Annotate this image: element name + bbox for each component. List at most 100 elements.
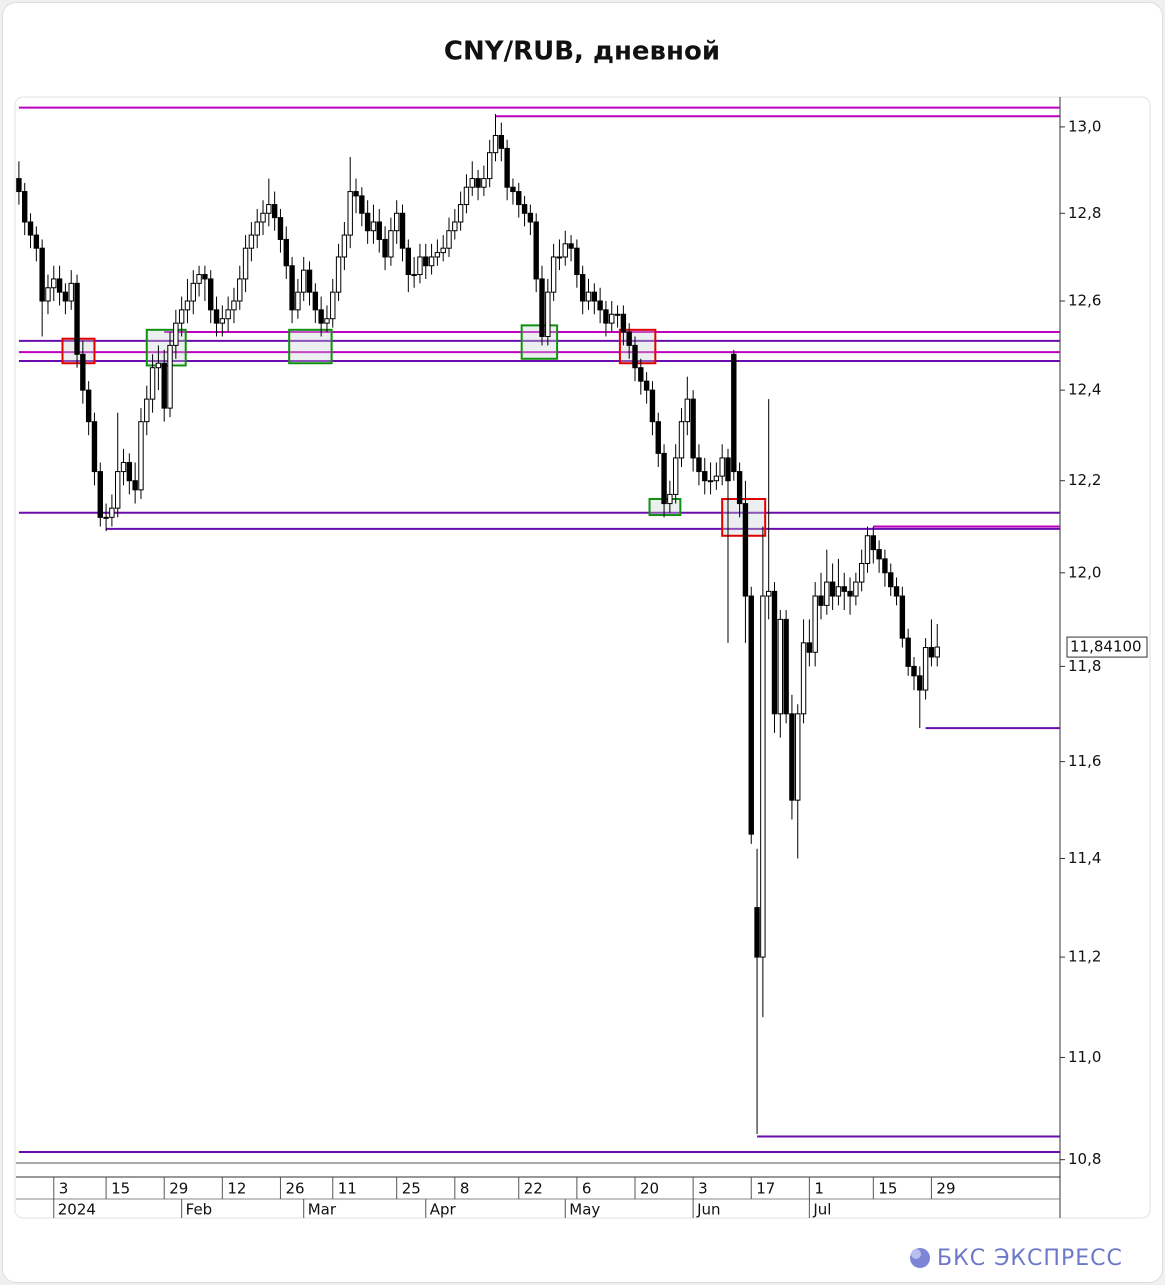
candle-body [219,318,226,324]
candle-body [574,247,580,276]
x-tick-label: 12 [227,1180,246,1198]
last-price-box [1066,636,1148,658]
candle-body [649,389,656,423]
chart-title: CNY/RUB, дневной [444,37,720,67]
candle-body [91,421,98,473]
candle-body [22,191,28,223]
candle-body [736,471,743,505]
candle-body [382,238,388,258]
candle-body [173,322,179,346]
candle-body [283,238,289,267]
candle-body [452,221,458,232]
candle-body [457,204,464,223]
candle-body [696,457,702,473]
y-tick-label: 11,8 [1068,657,1101,675]
month-label: Apr [430,1201,457,1219]
candle-body [161,362,167,409]
candle-body [835,586,842,597]
candle-body [411,274,417,277]
candle-body [306,269,313,293]
candle-body [928,647,935,658]
logo-icon-shine [911,1249,921,1259]
candle-body [341,234,348,258]
candle-body [428,256,435,267]
candle-body [120,461,127,473]
candle-body [364,212,371,232]
y-tick-label: 13,0 [1068,117,1101,135]
candle-body [486,152,493,180]
candle-body [789,713,795,801]
candle-body [271,204,278,219]
candle-body [68,282,74,302]
candle-body [393,212,400,232]
candle-body [225,309,231,320]
candle-body [481,178,487,188]
y-tick-label: 12,8 [1068,204,1101,222]
candle-body [74,282,80,355]
candle-body [806,642,813,653]
candle-body [423,256,429,267]
candle-body [864,535,871,565]
candle-body [144,398,150,423]
candle-body [771,590,778,715]
candle-body [359,195,365,214]
candle-body [585,291,592,302]
candle-body [847,590,853,597]
candle-body [196,274,202,284]
candle-body [911,665,917,677]
y-tick-label: 12,2 [1068,471,1101,489]
candle-body [684,398,691,423]
candle-body [178,309,185,324]
candle-body [760,595,766,958]
zone-box [145,328,187,367]
candle-body [330,291,336,320]
candle-body [603,309,609,324]
candle-body [934,646,940,658]
candle-body [672,457,679,495]
candle-body [719,457,725,477]
x-tick-label: 3 [698,1180,708,1198]
month-label: Feb [186,1201,213,1219]
candle-body [917,675,923,691]
candle-body [266,204,272,214]
y-tick-label: 11,6 [1068,752,1101,770]
candle-body [614,313,621,316]
candle-body [742,503,749,597]
month-label: Mar [308,1201,337,1219]
candle-body [713,475,720,482]
candle-body [62,291,69,302]
candle-body [312,291,319,311]
candle-body [149,367,156,400]
candle-body [626,331,632,346]
candle-body [45,287,51,302]
candle-body [765,590,772,597]
x-tick-label: 6 [582,1180,592,1198]
candle-body [347,191,353,236]
candle-body [295,291,301,311]
candle-body [492,134,499,154]
month-label: May [569,1201,600,1219]
x-tick-label: 22 [524,1180,543,1198]
x-tick-label: 3 [59,1180,69,1198]
x-tick-label: 1 [814,1180,824,1198]
candle-body [841,586,847,592]
month-label: Jul [812,1201,831,1219]
candle-body [678,421,685,459]
candle-body [208,278,214,311]
candle-body [85,389,92,423]
candle-body [655,421,661,454]
candle-body [33,234,40,249]
candle-body [202,274,208,280]
candle-body [545,291,551,337]
candle-body [754,907,760,958]
x-tick-label: 15 [111,1180,130,1198]
candle-body [597,300,603,311]
candle-body [109,507,115,518]
month-label: 2024 [58,1201,96,1219]
x-tick-label: 29 [169,1180,188,1198]
candle-body [579,274,586,302]
candle-body [301,269,307,293]
brand-logo: БКС ЭКСПРЕСС [910,1246,1122,1271]
last-price-label: 11,84100 [1070,638,1142,656]
